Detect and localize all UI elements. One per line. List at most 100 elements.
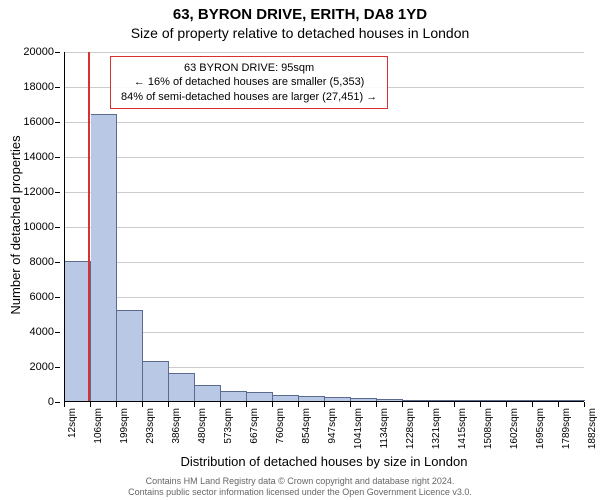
x-tick-label: 1415sqm bbox=[457, 408, 468, 449]
y-tick-line bbox=[55, 297, 60, 298]
y-tick-line bbox=[55, 87, 60, 88]
x-tick-line bbox=[376, 402, 377, 407]
x-tick-line bbox=[168, 402, 169, 407]
x-tick-label: 12sqm bbox=[67, 408, 78, 438]
histogram-bar bbox=[455, 400, 481, 401]
y-tick-line bbox=[55, 402, 60, 403]
annotation-line1: 63 BYRON DRIVE: 95sqm bbox=[121, 61, 377, 75]
x-tick-label: 667sqm bbox=[249, 408, 260, 444]
x-tick-label: 106sqm bbox=[93, 408, 104, 444]
x-axis-label: Distribution of detached houses by size … bbox=[64, 454, 584, 469]
x-tick-line bbox=[532, 402, 533, 407]
y-tick-line bbox=[55, 52, 60, 53]
gridline bbox=[65, 157, 584, 158]
histogram-bar bbox=[195, 385, 221, 401]
x-tick-line bbox=[506, 402, 507, 407]
y-tick-label: 20000 bbox=[4, 46, 54, 58]
x-tick-label: 1321sqm bbox=[431, 408, 442, 449]
histogram-bar bbox=[169, 373, 195, 401]
gridline bbox=[65, 262, 584, 263]
y-tick-line bbox=[55, 367, 60, 368]
histogram-bar bbox=[143, 361, 169, 401]
x-tick-line bbox=[324, 402, 325, 407]
y-tick-label: 2000 bbox=[4, 361, 54, 373]
x-tick-label: 480sqm bbox=[197, 408, 208, 444]
x-tick-label: 1789sqm bbox=[561, 408, 572, 449]
histogram-bar bbox=[507, 400, 533, 401]
footer-line1: Contains HM Land Registry data © Crown c… bbox=[0, 476, 600, 487]
property-marker-line bbox=[88, 52, 90, 401]
x-tick-line bbox=[454, 402, 455, 407]
y-tick-label: 14000 bbox=[4, 151, 54, 163]
x-axis: 12sqm 106sqm 199sqm 293sqm 386sqm 480sqm 573sq… bbox=[64, 402, 584, 462]
histogram-bar bbox=[65, 261, 91, 401]
histogram-bar bbox=[247, 392, 273, 401]
y-tick-line bbox=[55, 332, 60, 333]
histogram-bar bbox=[117, 310, 143, 401]
y-tick-label: 16000 bbox=[4, 116, 54, 128]
x-tick-line bbox=[64, 402, 65, 407]
x-tick-label: 1228sqm bbox=[405, 408, 416, 449]
x-tick-line bbox=[558, 402, 559, 407]
footer-text: Contains HM Land Registry data © Crown c… bbox=[0, 476, 600, 498]
y-tick-line bbox=[55, 227, 60, 228]
x-tick-line bbox=[480, 402, 481, 407]
x-tick-line bbox=[246, 402, 247, 407]
x-tick-label: 573sqm bbox=[223, 408, 234, 444]
gridline bbox=[65, 297, 584, 298]
x-tick-line bbox=[272, 402, 273, 407]
y-tick-line bbox=[55, 122, 60, 123]
y-tick-label: 10000 bbox=[4, 221, 54, 233]
x-tick-line bbox=[428, 402, 429, 407]
histogram-bar bbox=[559, 400, 585, 401]
y-tick-line bbox=[55, 157, 60, 158]
x-tick-line bbox=[142, 402, 143, 407]
histogram-bar bbox=[351, 398, 377, 401]
y-tick-line bbox=[55, 262, 60, 263]
x-tick-label: 1602sqm bbox=[509, 408, 520, 449]
x-tick-line bbox=[350, 402, 351, 407]
x-tick-label: 1695sqm bbox=[535, 408, 546, 449]
y-tick-label: 18000 bbox=[4, 81, 54, 93]
gridline bbox=[65, 332, 584, 333]
gridline bbox=[65, 52, 584, 53]
y-tick-label: 4000 bbox=[4, 326, 54, 338]
annotation-box: 63 BYRON DRIVE: 95sqm ← 16% of detached … bbox=[110, 56, 388, 109]
x-tick-label: 1882sqm bbox=[587, 408, 598, 449]
histogram-bar bbox=[221, 391, 247, 402]
y-tick-label: 0 bbox=[4, 396, 54, 408]
chart-subtitle: Size of property relative to detached ho… bbox=[0, 23, 600, 45]
y-tick-line bbox=[55, 192, 60, 193]
x-tick-label: 293sqm bbox=[145, 408, 156, 444]
histogram-bar bbox=[299, 396, 325, 401]
gridline bbox=[65, 192, 584, 193]
annotation-line3: 84% of semi-detached houses are larger (… bbox=[121, 90, 377, 104]
x-tick-label: 854sqm bbox=[301, 408, 312, 444]
annotation-line2: ← 16% of detached houses are smaller (5,… bbox=[121, 75, 377, 89]
x-tick-label: 199sqm bbox=[119, 408, 130, 444]
y-axis: 0200040006000800010000120001400016000180… bbox=[0, 52, 60, 402]
x-tick-label: 760sqm bbox=[275, 408, 286, 444]
x-tick-line bbox=[116, 402, 117, 407]
x-tick-line bbox=[220, 402, 221, 407]
x-tick-line bbox=[90, 402, 91, 407]
footer-line2: Contains public sector information licen… bbox=[0, 487, 600, 498]
gridline bbox=[65, 122, 584, 123]
histogram-bar bbox=[273, 395, 299, 401]
x-tick-line bbox=[584, 402, 585, 407]
histogram-bar bbox=[91, 114, 117, 401]
histogram-bar bbox=[429, 400, 455, 401]
x-tick-label: 386sqm bbox=[171, 408, 182, 444]
chart-container: 63, BYRON DRIVE, ERITH, DA8 1YD Size of … bbox=[0, 0, 600, 500]
histogram-bar bbox=[403, 400, 429, 401]
x-tick-line bbox=[298, 402, 299, 407]
x-tick-label: 1134sqm bbox=[379, 408, 390, 448]
x-tick-label: 947sqm bbox=[327, 408, 338, 444]
histogram-bar bbox=[377, 399, 403, 401]
chart-title: 63, BYRON DRIVE, ERITH, DA8 1YD bbox=[0, 0, 600, 23]
x-tick-label: 1041sqm bbox=[353, 408, 364, 449]
x-tick-label: 1508sqm bbox=[483, 408, 494, 449]
gridline bbox=[65, 227, 584, 228]
histogram-bar bbox=[481, 400, 507, 401]
y-tick-label: 12000 bbox=[4, 186, 54, 198]
